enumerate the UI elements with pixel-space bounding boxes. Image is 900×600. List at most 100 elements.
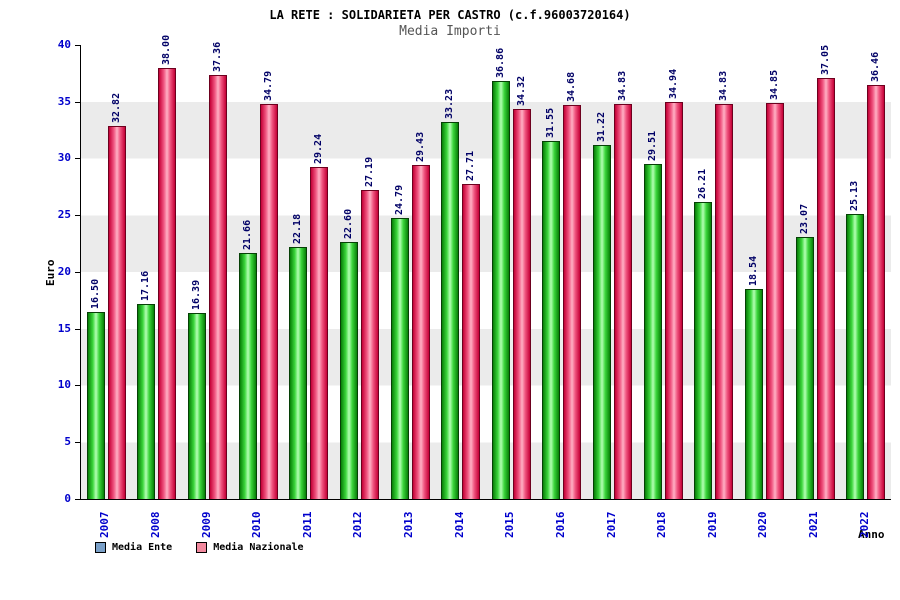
bar-media-nazionale-2022 bbox=[867, 85, 885, 499]
bar-value-media-nazionale-2019: 34.83 bbox=[718, 70, 729, 101]
bar-media-nazionale-2016 bbox=[563, 105, 581, 499]
bar-media-ente-2008 bbox=[137, 304, 155, 499]
chart-title: LA RETE : SOLIDARIETA PER CASTRO (c.f.96… bbox=[269, 8, 631, 22]
legend-item-media-ente: Media Ente bbox=[95, 542, 172, 553]
bar-value-media-ente-2013: 24.79 bbox=[394, 184, 405, 215]
bar-value-media-ente-2014: 33.23 bbox=[444, 88, 455, 119]
legend-label-media-ente: Media Ente bbox=[112, 542, 173, 553]
y-tick-35 bbox=[75, 102, 80, 103]
y-tick-label-35: 35 bbox=[57, 95, 71, 108]
bar-media-ente-2015 bbox=[492, 81, 510, 499]
bar-media-nazionale-2021 bbox=[817, 78, 835, 499]
bar-media-nazionale-2017 bbox=[614, 104, 632, 499]
bar-media-ente-2022 bbox=[846, 214, 864, 499]
bar-media-nazionale-2014 bbox=[462, 184, 480, 499]
legend-item-media-nazionale: Media Nazionale bbox=[196, 542, 304, 553]
x-tick-label-2016: 2016 bbox=[554, 511, 567, 539]
bar-media-nazionale-2008 bbox=[158, 68, 176, 499]
y-tick-label-20: 20 bbox=[57, 265, 71, 278]
bar-media-ente-2020 bbox=[745, 289, 763, 499]
bar-value-media-nazionale-2020: 34.85 bbox=[769, 69, 780, 100]
bar-media-ente-2012 bbox=[340, 242, 358, 499]
bar-value-media-ente-2010: 21.66 bbox=[242, 219, 253, 250]
legend-label-media-nazionale: Media Nazionale bbox=[213, 542, 304, 553]
bar-media-ente-2014 bbox=[441, 122, 459, 499]
x-tick-label-2012: 2012 bbox=[351, 511, 364, 539]
y-tick-label-40: 40 bbox=[57, 38, 71, 51]
x-tick-label-2017: 2017 bbox=[605, 511, 618, 539]
bar-media-ente-2010 bbox=[239, 253, 257, 499]
x-tick-label-2020: 2020 bbox=[756, 511, 769, 539]
bar-value-media-ente-2009: 16.39 bbox=[191, 279, 202, 310]
bar-value-media-ente-2021: 23.07 bbox=[799, 203, 810, 234]
bar-media-ente-2017 bbox=[593, 145, 611, 499]
x-tick-label-2015: 2015 bbox=[503, 511, 516, 539]
y-tick-25 bbox=[75, 215, 80, 216]
bar-value-media-nazionale-2009: 37.36 bbox=[212, 41, 223, 72]
bar-value-media-nazionale-2010: 34.79 bbox=[263, 70, 274, 101]
bar-value-media-ente-2020: 18.54 bbox=[748, 255, 759, 286]
bar-value-media-nazionale-2012: 27.19 bbox=[364, 156, 375, 187]
bar-value-media-ente-2011: 22.18 bbox=[292, 213, 303, 244]
y-tick-10 bbox=[75, 385, 80, 386]
plot-area: 16.50 17.16 16.39 21.66 22.18 22.60 24.79 33.23… bbox=[80, 35, 891, 500]
y-tick-20 bbox=[75, 272, 80, 273]
bar-value-media-nazionale-2016: 34.68 bbox=[566, 71, 577, 102]
bar-value-media-ente-2007: 16.50 bbox=[90, 278, 101, 309]
x-tick-label-2010: 2010 bbox=[250, 511, 263, 539]
bar-media-nazionale-2013 bbox=[412, 165, 430, 499]
bar-media-nazionale-2019 bbox=[715, 104, 733, 499]
chart-subtitle: Media Importi bbox=[399, 24, 501, 39]
x-tick-label-2021: 2021 bbox=[807, 511, 820, 539]
bar-media-nazionale-2015 bbox=[513, 109, 531, 499]
x-tick-label-2011: 2011 bbox=[301, 511, 314, 539]
x-tick-label-2014: 2014 bbox=[453, 511, 466, 539]
bar-value-media-nazionale-2021: 37.05 bbox=[820, 44, 831, 75]
bar-value-media-ente-2017: 31.22 bbox=[596, 111, 607, 142]
x-tick-label-2009: 2009 bbox=[200, 511, 213, 539]
bar-value-media-nazionale-2018: 34.94 bbox=[668, 68, 679, 99]
bar-media-ente-2011 bbox=[289, 247, 307, 499]
bar-media-nazionale-2007 bbox=[108, 126, 126, 499]
x-tick-label-2018: 2018 bbox=[655, 511, 668, 539]
y-tick-label-15: 15 bbox=[57, 322, 71, 335]
legend-swatch-media-ente bbox=[95, 542, 106, 553]
x-tick-label-2019: 2019 bbox=[706, 511, 719, 539]
bar-media-ente-2009 bbox=[188, 313, 206, 499]
y-tick-40 bbox=[75, 45, 80, 46]
bar-value-media-nazionale-2008: 38.00 bbox=[161, 34, 172, 65]
y-tick-label-30: 30 bbox=[57, 151, 71, 164]
bar-value-media-nazionale-2022: 36.46 bbox=[870, 51, 881, 82]
bar-value-media-ente-2008: 17.16 bbox=[140, 270, 151, 301]
y-tick-label-25: 25 bbox=[57, 208, 71, 221]
bar-value-media-ente-2015: 36.86 bbox=[495, 47, 506, 78]
y-tick-0 bbox=[75, 499, 80, 500]
y-tick-5 bbox=[75, 442, 80, 443]
bar-media-nazionale-2018 bbox=[665, 102, 683, 499]
x-axis-title: Anno bbox=[858, 528, 885, 541]
bar-value-media-ente-2022: 25.13 bbox=[849, 180, 860, 211]
bar-value-media-ente-2019: 26.21 bbox=[697, 168, 708, 199]
y-tick-15 bbox=[75, 329, 80, 330]
x-tick-label-2013: 2013 bbox=[402, 511, 415, 539]
bar-media-ente-2019 bbox=[694, 202, 712, 499]
legend: Media Ente Media Nazionale bbox=[95, 542, 304, 553]
bar-media-ente-2016 bbox=[542, 141, 560, 499]
bar-value-media-ente-2018: 29.51 bbox=[647, 130, 658, 161]
bar-value-media-nazionale-2013: 29.43 bbox=[415, 131, 426, 162]
bar-value-media-nazionale-2011: 29.24 bbox=[313, 133, 324, 164]
bar-media-ente-2018 bbox=[644, 164, 662, 499]
bar-media-ente-2013 bbox=[391, 218, 409, 499]
bar-value-media-nazionale-2007: 32.82 bbox=[111, 92, 122, 123]
y-tick-30 bbox=[75, 158, 80, 159]
y-tick-label-10: 10 bbox=[57, 378, 71, 391]
bar-media-nazionale-2011 bbox=[310, 167, 328, 499]
x-tick-label-2022: 2022 bbox=[858, 511, 871, 539]
bar-value-media-ente-2012: 22.60 bbox=[343, 208, 354, 239]
bar-media-nazionale-2010 bbox=[260, 104, 278, 499]
y-tick-label-5: 5 bbox=[64, 435, 71, 448]
x-tick-label-2008: 2008 bbox=[149, 511, 162, 539]
bar-media-nazionale-2020 bbox=[766, 103, 784, 499]
bar-media-nazionale-2012 bbox=[361, 190, 379, 499]
